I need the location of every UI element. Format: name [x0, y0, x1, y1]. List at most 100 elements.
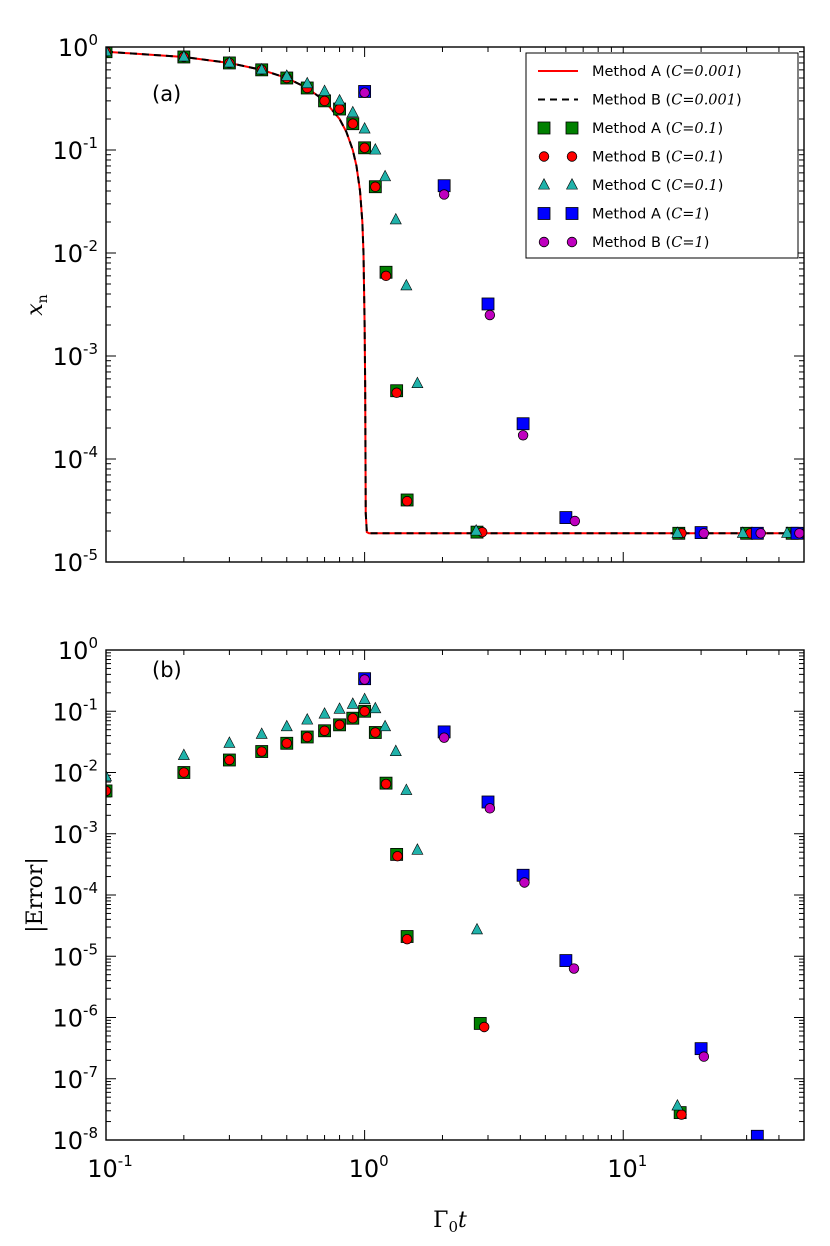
- panel-label: (b): [152, 658, 182, 682]
- y-tick-label: 100: [58, 31, 98, 62]
- data-point-method-b-c-1: [569, 515, 581, 527]
- legend-item-method-c-c-0-1: Method C (C=0.1): [538, 178, 723, 194]
- data-point-method-b-c-0-1: [359, 706, 370, 717]
- data-point-method-b-c-1: [359, 674, 370, 685]
- legend-marker: [566, 178, 578, 190]
- data-point-method-a-c-1: [481, 297, 495, 311]
- legend-item-method-a-c-0-001: Method A (C=0.001): [538, 64, 742, 80]
- series-line-method-b-c-0-001: [106, 50, 804, 535]
- series-group: [106, 47, 804, 540]
- data-point-method-b-c-0-1: [302, 731, 313, 743]
- legend-label: Method B (C=1): [592, 235, 709, 251]
- data-point-method-b-c-1: [484, 309, 496, 321]
- data-point-method-b-c-0-1: [401, 495, 413, 507]
- y-tick-label: 10-6: [52, 1002, 98, 1033]
- data-point-method-c-c-0-1: [346, 105, 359, 118]
- x-tick-label: 101: [607, 1152, 647, 1183]
- data-point-method-c-c-0-1: [470, 524, 483, 536]
- data-point-method-c-c-0-1: [671, 526, 684, 538]
- y-tick-label: 10-4: [52, 443, 98, 474]
- data-point-method-c-c-0-1: [400, 278, 413, 291]
- legend-item-method-b-c-0-1: Method B (C=0.1): [538, 150, 723, 166]
- data-point-method-b-c-0-1: [370, 181, 381, 192]
- legend-marker: [537, 121, 551, 135]
- legend-label: Method C (C=0.1): [592, 178, 723, 194]
- data-point-method-b-c-0-1: [676, 1109, 687, 1120]
- legend-marker: [538, 178, 550, 190]
- data-point-method-b-c-1: [519, 877, 530, 888]
- panel-a-chart: 100 10-1 10-2 10-3 10-4 10-5 xn (a) Method A (C=…: [23, 31, 805, 577]
- legend-label: Method A (C=0.1): [592, 121, 723, 137]
- data-point-method-b-c-1: [438, 189, 450, 200]
- y-tick-label: 10-7: [52, 1063, 98, 1094]
- data-point-method-c-c-0-1: [280, 69, 293, 81]
- data-point-method-b-c-0-1: [319, 725, 330, 736]
- data-point-method-c-c-0-1: [333, 93, 346, 106]
- data-point-method-b-c-0-1: [392, 851, 403, 862]
- data-point-method-c-c-0-1: [177, 50, 190, 62]
- data-point-method-c-c-0-1: [223, 736, 236, 748]
- series-method-b-c-1: [359, 87, 804, 539]
- data-point-method-c-c-0-1: [411, 376, 424, 388]
- data-point-method-c-c-0-1: [389, 212, 402, 225]
- series-method-c-c-0-1: [106, 692, 684, 1111]
- data-point-method-c-c-0-1: [411, 843, 424, 855]
- legend-marker: [566, 236, 578, 248]
- data-point-method-c-c-0-1: [379, 169, 392, 182]
- legend-marker: [566, 151, 578, 162]
- data-point-method-b-c-0-1: [359, 142, 370, 154]
- data-point-method-b-c-0-1: [319, 95, 330, 107]
- legend-marker: [565, 207, 579, 220]
- data-point-method-c-c-0-1: [318, 84, 331, 96]
- data-point-method-c-c-0-1: [369, 701, 382, 714]
- y-tick-label: 10-1: [52, 695, 98, 726]
- legend-label: Method B (C=0.1): [592, 150, 723, 166]
- series-method-b-c-0-1: [106, 706, 687, 1120]
- legend-item-method-b-c-0-001: Method B (C=0.001): [538, 93, 742, 109]
- data-point-method-b-c-0-1: [334, 719, 345, 731]
- series-method-b-c-1: [359, 674, 710, 1062]
- y-tick-label: 10-3: [52, 340, 98, 371]
- data-point-method-b-c-0-1: [401, 933, 413, 945]
- y-tick-label: 10-2: [52, 237, 98, 268]
- data-point-method-c-c-0-1: [358, 692, 371, 705]
- data-point-method-b-c-0-1: [178, 767, 190, 778]
- y-axis-label: |Error|: [23, 857, 48, 933]
- data-point-method-c-c-0-1: [255, 727, 268, 739]
- data-point-method-b-c-0-1: [380, 270, 392, 282]
- data-point-method-c-c-0-1: [255, 62, 268, 75]
- data-point-method-c-c-0-1: [400, 783, 413, 795]
- data-point-method-c-c-0-1: [318, 707, 331, 719]
- legend-item-method-b-c-1: Method B (C=1): [538, 235, 709, 251]
- data-point-method-b-c-1: [484, 803, 496, 814]
- data-point-method-c-c-0-1: [177, 748, 190, 760]
- data-point-method-b-c-0-1: [391, 387, 402, 398]
- data-point-method-b-c-1: [517, 430, 529, 441]
- legend-marker: [538, 151, 550, 162]
- data-point-method-b-c-1: [568, 963, 580, 974]
- data-point-method-b-c-0-1: [370, 727, 381, 738]
- data-point-method-b-c-1: [755, 528, 766, 539]
- data-point-method-c-c-0-1: [379, 719, 392, 732]
- data-point-method-b-c-0-1: [347, 118, 358, 129]
- data-point-method-c-c-0-1: [301, 713, 314, 725]
- legend-marker: [538, 236, 550, 248]
- legend-marker: [565, 121, 579, 135]
- data-point-method-c-c-0-1: [223, 55, 236, 68]
- x-tick-label: 10-1: [87, 1152, 133, 1183]
- x-tick-label: 100: [349, 1152, 389, 1183]
- data-point-method-c-c-0-1: [671, 1098, 684, 1111]
- data-point-method-c-c-0-1: [471, 922, 484, 935]
- y-tick-label: 10-5: [52, 546, 98, 577]
- legend-label: Method B (C=0.001): [592, 93, 742, 109]
- data-point-method-a-c-1: [750, 1129, 764, 1140]
- data-point-method-c-c-0-1: [301, 76, 314, 89]
- data-point-method-b-c-0-1: [224, 754, 235, 766]
- legend-label: Method A (C=1): [592, 207, 709, 223]
- data-point-method-b-c-0-1: [256, 746, 267, 757]
- legend-label: Method A (C=0.001): [592, 64, 742, 80]
- data-point-method-a-c-1: [516, 417, 530, 431]
- legend-item-method-a-c-1: Method A (C=1): [537, 207, 709, 223]
- data-point-method-c-c-0-1: [106, 769, 112, 782]
